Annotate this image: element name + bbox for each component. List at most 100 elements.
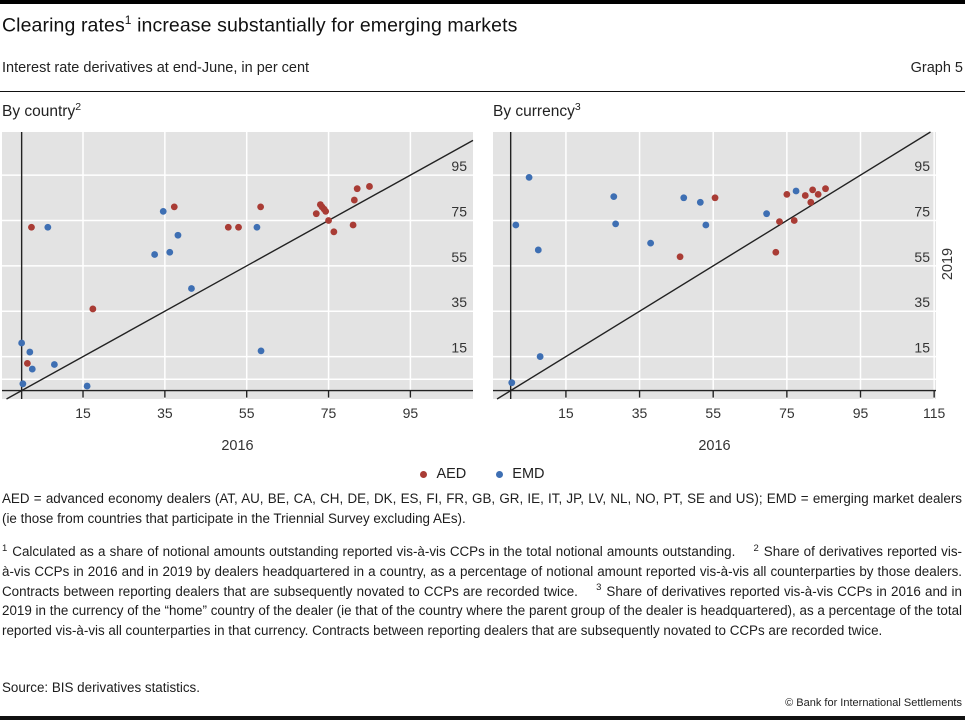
footnotes-paragraph: 1 Calculated as a share of notional amoun… [2,542,962,641]
x-tick-label: 75 [779,405,795,421]
data-point-emd [508,379,516,387]
data-point-emd [680,194,688,202]
x-tick-label: 115 [923,405,946,421]
title-text-rest: increase substantially for emerging mark… [131,14,518,37]
y-tick-label: 35 [451,294,467,310]
data-point-emd [612,220,620,228]
data-point-aed [790,217,798,224]
data-point-emd [26,348,34,356]
x-tick-label: 35 [632,405,648,421]
legend-label-emd: EMD [512,466,545,482]
right-axis-title-2019: 2019 [940,247,956,281]
copyright-notice: © Bank for International Settlements [785,697,962,709]
footnote-2-marker: 2 [753,542,759,554]
panel-title-footnote-marker: 2 [75,101,82,113]
x-tick-label: 95 [403,405,419,421]
data-point-aed [349,221,357,229]
source-line: Source: BIS derivatives statistics. [2,680,200,695]
data-point-emd [19,380,27,388]
emd-dot-icon [496,470,504,478]
x-tick-label: 75 [321,405,337,421]
y-tick-label: 15 [451,340,467,356]
data-point-aed [257,203,265,211]
data-point-aed [325,217,332,224]
chart-legend: AED EMD [0,466,965,482]
data-point-emd [610,193,618,201]
data-point-aed [170,203,178,211]
data-point-aed [89,305,97,313]
abbreviation-definitions: AED = advanced economy dealers (AT, AU, … [2,491,962,526]
data-point-aed [776,218,783,226]
y-tick-label: 75 [451,203,467,219]
chart-subtitle: Interest rate derivatives at end-June, i… [2,60,310,76]
data-point-aed [814,190,822,198]
data-point-emd [83,382,91,390]
scatter-chart-by-currency: 15 35 55 75 95 15 35 55 75 95 115 2016 [493,131,946,454]
y-tick-label: 95 [914,158,930,174]
legend-label-aed: AED [436,466,467,482]
data-point-aed [772,248,780,256]
data-point-aed [807,198,815,206]
footnote-3: 3 Share of derivatives reported vis-à-vis… [2,583,962,639]
panel-title-footnote-marker: 3 [574,101,581,113]
footnote-3-text: Share of derivatives reported vis-à-vis … [2,583,962,639]
x-tick-label: 15 [558,405,574,421]
footnote-2-text: Share of derivatives reported vis-à-vis … [2,544,962,599]
data-point-emd [50,361,58,368]
data-point-aed [28,223,35,231]
footnote-1: 1 Calculated as a share of notional amoun… [2,542,736,559]
page-title: Clearing rates1 increase substantially f… [2,13,517,38]
title-text: Clearing rates [2,14,125,37]
x-tick-label: 95 [853,405,869,421]
y-tick-label: 55 [914,249,930,265]
footnote-1-marker: 1 [2,542,8,554]
data-point-emd [44,223,52,231]
header-divider [0,91,965,93]
data-point-aed [312,210,320,218]
graph-number-label: Graph 5 [910,60,963,76]
panel-title-text: By country [2,103,76,121]
aed-dot-icon [420,470,428,478]
scatter-chart-by-country: 15 35 55 75 95 15 35 55 75 95 2016 [2,132,474,454]
data-point-emd [151,251,159,258]
data-point-emd [174,231,182,239]
data-point-emd [512,221,520,229]
data-point-aed [23,359,31,367]
y-tick-label: 75 [914,203,930,219]
footnote-1-text: Calculated as a share of notional amount… [12,544,736,559]
data-point-aed [322,207,330,215]
x-axis-title: 2016 [221,438,253,454]
data-point-emd [534,246,542,254]
bottom-rule-bar [0,716,965,720]
y-tick-label: 95 [451,158,467,174]
legend-item-emd: EMD [496,466,545,482]
data-point-emd [763,210,771,218]
x-tick-label: 35 [157,405,173,421]
data-point-aed [676,253,684,261]
data-point-emd [166,248,174,256]
data-point-emd [792,187,800,195]
data-point-aed [353,185,361,193]
x-tick-label: 55 [239,405,255,421]
panel-title-text: By currency [493,103,575,121]
legend-item-aed: AED [420,466,466,482]
x-tick-label: 15 [75,405,91,421]
data-point-aed [809,186,817,194]
data-point-emd [525,173,533,181]
panel-title-by-currency: By currency3 [493,101,581,121]
y-tick-label: 15 [914,340,930,356]
footnote-2: 2 Share of derivatives reported vis-à-vis… [2,542,962,599]
data-point-aed [330,228,338,236]
data-point-aed [235,223,242,231]
data-point-aed [783,190,791,198]
top-rule-bar [0,0,965,4]
45-degree-line [6,139,474,400]
data-point-aed [711,194,719,202]
title-footnote-marker: 1 [124,13,132,27]
data-point-aed [224,223,232,231]
x-axis-title: 2016 [698,438,730,454]
data-point-aed [366,183,373,190]
data-point-emd [28,365,36,373]
data-point-emd [647,239,655,247]
